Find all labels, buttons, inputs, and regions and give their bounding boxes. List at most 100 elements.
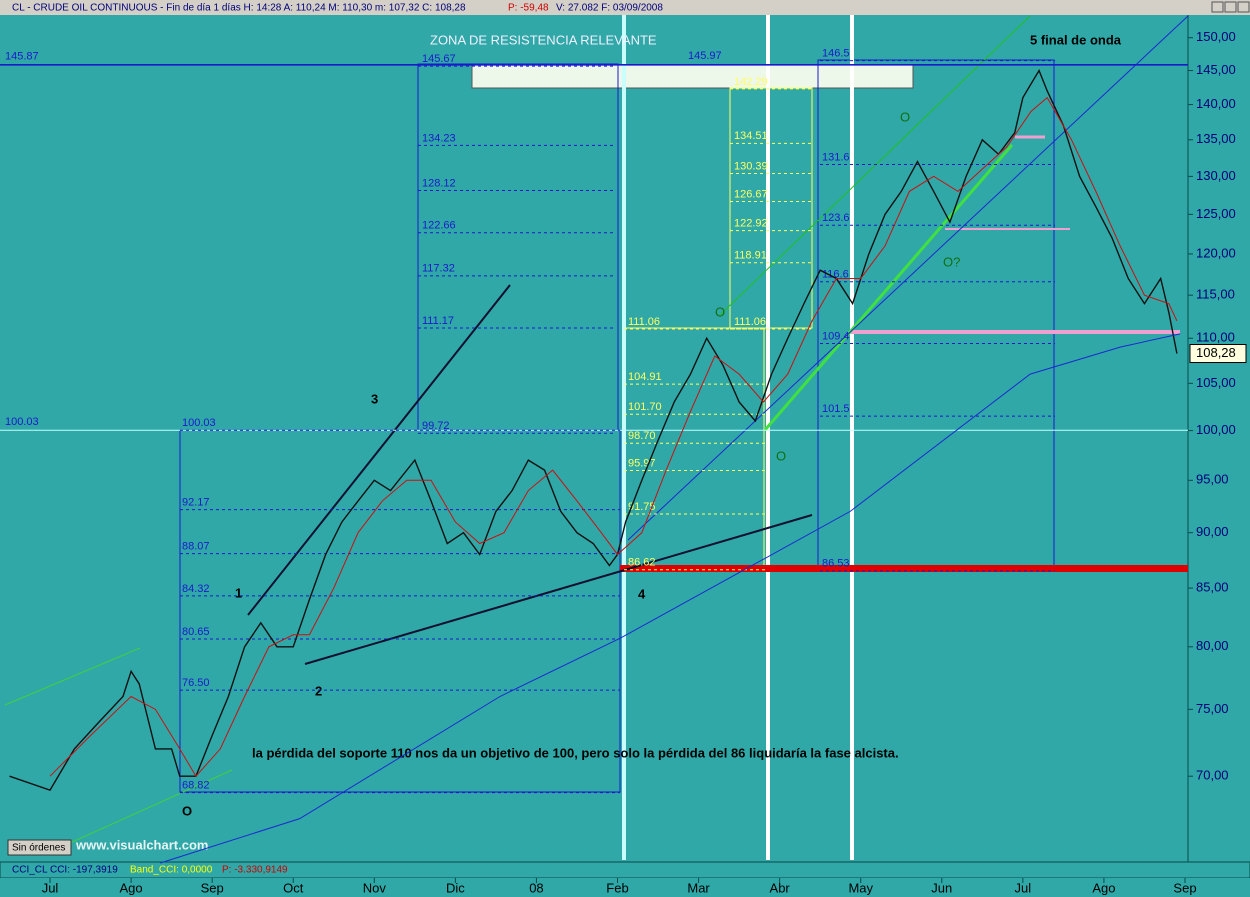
window-button[interactable] <box>1237 1 1250 13</box>
x-tick-label: Sep <box>1173 880 1196 895</box>
y-tick-label: 130,00 <box>1196 168 1236 183</box>
fib-label: 111.06 <box>628 316 660 328</box>
y-tick-label: 85,00 <box>1196 580 1229 595</box>
window-button[interactable] <box>1224 1 1237 13</box>
header-rest: V: 27.082 F: 03/09/2008 <box>556 3 663 14</box>
price-line <box>49 96 1178 778</box>
wave-label: 3 <box>371 391 378 406</box>
wave-label: 4 <box>638 586 646 601</box>
channel-line <box>4 647 141 706</box>
y-tick-label: 125,00 <box>1196 206 1236 221</box>
trend-line <box>247 284 511 616</box>
x-tick-label: Oct <box>283 880 304 895</box>
x-tick-label: Abr <box>770 880 791 895</box>
x-tick-label: Ago <box>1092 880 1115 895</box>
fib-label: 145.67 <box>422 53 456 65</box>
price-line <box>9 68 1178 791</box>
y-tick-label: 80,00 <box>1196 638 1229 653</box>
x-tick-label: Jul <box>42 880 59 895</box>
annotation: la pérdida del soporte 110 nos da un obj… <box>252 745 899 760</box>
y-tick-label: 100,00 <box>1196 422 1236 437</box>
level-label: 145.87 <box>5 51 39 63</box>
last-price-box <box>1189 344 1247 364</box>
y-tick-label: 95,00 <box>1196 472 1229 487</box>
fib-label: 111.17 <box>422 315 454 327</box>
x-tick-label: Ago <box>120 880 143 895</box>
fib-label: 134.23 <box>422 132 456 144</box>
fib-label: 76.50 <box>182 677 210 689</box>
channel-line <box>627 15 1189 541</box>
y-tick-label: 90,00 <box>1196 524 1229 539</box>
fib-label: 101.5 <box>822 403 850 415</box>
wave-label: 1 <box>235 585 242 600</box>
orders-label: Sin órdenes <box>12 843 65 854</box>
fib-label: 100.03 <box>182 417 216 429</box>
fib-label: 109.4 <box>822 330 850 342</box>
fib-label: 122.66 <box>422 220 456 232</box>
y-tick-label: 110,00 <box>1196 330 1235 345</box>
x-tick-label: Sep <box>201 880 224 895</box>
x-tick-label: May <box>848 880 873 895</box>
x-tick-label: 08 <box>529 880 543 895</box>
fib-label: 91.75 <box>628 501 656 513</box>
fib-label: 134.51 <box>734 130 768 142</box>
orders-button[interactable] <box>7 839 72 856</box>
indicator-cci: CCI_CL CCI: -197,3919 <box>12 865 118 876</box>
y-tick-label: 120,00 <box>1196 245 1236 260</box>
fib-label: 146.5 <box>822 48 850 60</box>
fib-label: 116.6 <box>822 269 849 281</box>
fib-label: 86.53 <box>822 558 850 570</box>
y-tick-label: 105,00 <box>1196 375 1236 390</box>
support-band <box>620 565 1188 572</box>
header-text: CL - CRUDE OIL CONTINUOUS - Fin de día 1… <box>12 3 466 14</box>
y-tick-label: 145,00 <box>1196 62 1236 77</box>
fib-label: 68.82 <box>182 780 210 792</box>
trend-line <box>304 514 813 665</box>
level-label: 145.97 <box>688 50 722 62</box>
wave-label: O <box>776 448 786 463</box>
fib-label: 84.32 <box>182 583 210 595</box>
x-tick-label: Feb <box>606 880 628 895</box>
trend-line <box>763 144 1014 431</box>
fib-label: 117.32 <box>422 263 455 275</box>
header-p: P: -59,48 <box>508 3 549 14</box>
fib-label: 130.39 <box>734 160 768 172</box>
fib-label: 131.6 <box>822 151 850 163</box>
annotation: 5 final de onda <box>1030 32 1122 47</box>
x-tick-label: Jul <box>1015 880 1032 895</box>
x-tick-label: Dic <box>446 880 465 895</box>
y-tick-label: 70,00 <box>1196 768 1229 783</box>
fib-label: 128.12 <box>422 177 456 189</box>
fib-label: 111.06 <box>734 316 766 328</box>
indicator-band: Band_CCI: 0,0000 <box>130 865 213 876</box>
x-tick-label: Nov <box>363 880 387 895</box>
wave-label: 2 <box>315 683 322 698</box>
indicator-p: P: -3.330,9149 <box>222 865 288 876</box>
fib-box <box>729 87 813 329</box>
wave-label: O <box>715 304 725 319</box>
watermark: www.visualchart.com <box>75 837 208 852</box>
y-tick-label: 135,00 <box>1196 131 1236 146</box>
x-tick-label: Jun <box>931 880 952 895</box>
fib-label: 126.67 <box>734 188 768 200</box>
x-tick-label: Mar <box>687 880 710 895</box>
x-axis-area <box>0 878 1250 897</box>
window-button[interactable] <box>1211 1 1224 13</box>
price-line <box>160 333 1181 864</box>
wave-label: O <box>900 109 910 124</box>
fib-label: 142.29 <box>734 76 768 88</box>
channel-line <box>69 769 233 844</box>
fib-label: 122.92 <box>734 218 768 230</box>
fib-label: 104.91 <box>628 371 662 383</box>
wave-label: O? <box>943 254 960 269</box>
fib-label: 86.62 <box>628 557 656 569</box>
fib-label: 92.17 <box>182 497 210 509</box>
fib-label: 118.91 <box>734 250 767 262</box>
y-tick-label: 150,00 <box>1196 29 1236 44</box>
y-tick-label: 75,00 <box>1196 701 1229 716</box>
fib-label: 98.70 <box>628 430 656 442</box>
y-tick-label: 115,00 <box>1196 287 1235 302</box>
title-bar <box>0 0 1250 15</box>
annotation: ZONA DE RESISTENCIA RELEVANTE <box>430 32 657 47</box>
fib-label: 95.97 <box>628 457 656 469</box>
